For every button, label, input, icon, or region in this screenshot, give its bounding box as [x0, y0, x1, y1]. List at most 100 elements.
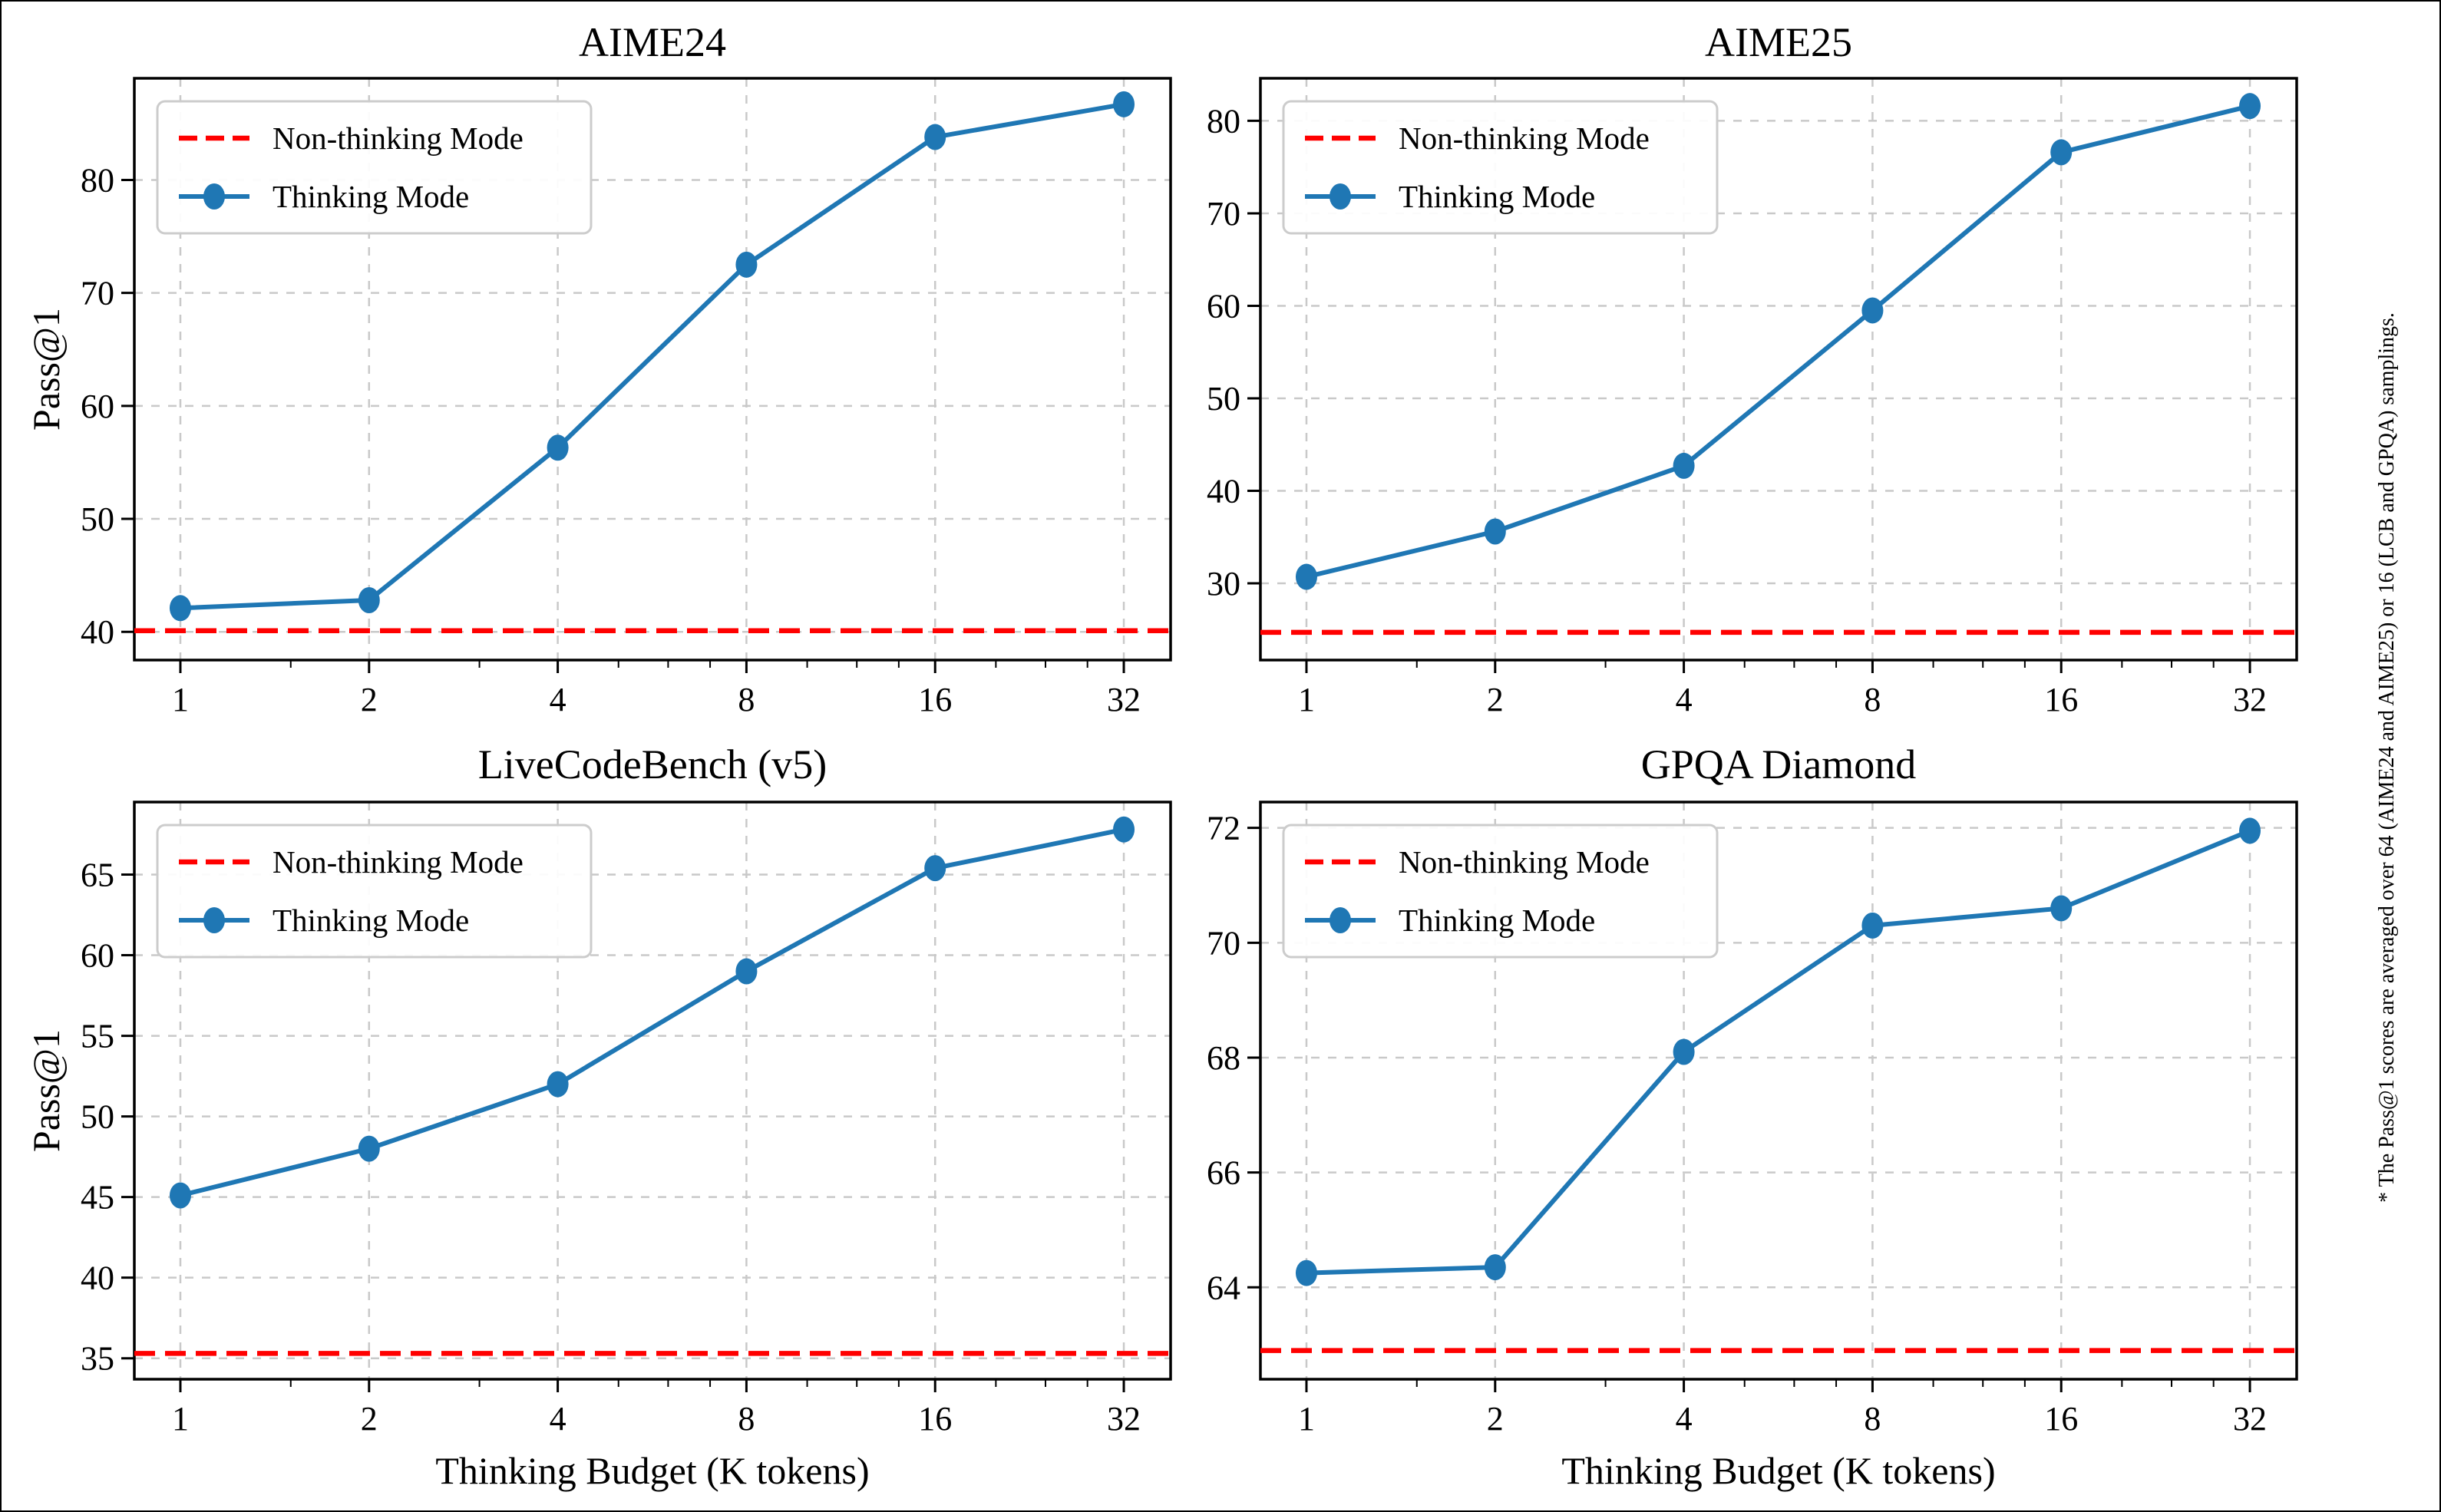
- data-point-marker: [169, 595, 191, 622]
- y-axis-label-top: Pass@1: [25, 308, 68, 431]
- x-tick-label: 2: [1487, 681, 1504, 718]
- legend-label-non-thinking: Non-thinking Mode: [1399, 844, 1650, 880]
- x-tick-label: 32: [1107, 681, 1141, 718]
- data-point-marker: [1861, 297, 1884, 324]
- y-tick-label: 50: [1207, 380, 1240, 418]
- y-tick-label: 45: [81, 1179, 114, 1217]
- y-tick-label: 50: [81, 1098, 114, 1136]
- data-point-marker: [2239, 817, 2261, 844]
- legend-thinking-marker-icon: [1330, 183, 1351, 210]
- y-tick-label: 64: [1207, 1269, 1240, 1306]
- data-point-marker: [924, 855, 946, 882]
- legend-thinking-marker-icon: [1330, 907, 1351, 933]
- data-point-marker: [1484, 518, 1506, 545]
- x-tick-label: 8: [738, 681, 755, 718]
- y-tick-label: 72: [1207, 810, 1240, 847]
- plot-border: [133, 77, 1172, 662]
- x-tick-label: 1: [1298, 1400, 1315, 1438]
- legend-thinking-marker-icon: [203, 907, 225, 933]
- y-tick-label: 50: [81, 500, 114, 538]
- x-tick-label: 2: [361, 1400, 378, 1438]
- x-tick-label: 1: [1298, 681, 1315, 718]
- y-tick-label: 70: [1207, 195, 1240, 233]
- data-point-marker: [1113, 91, 1135, 117]
- plot-border: [1259, 77, 2298, 662]
- x-tick-label: 8: [1864, 681, 1881, 718]
- x-axis-label-right: Thinking Budget (K tokens): [1561, 1449, 1996, 1492]
- data-point-marker: [1673, 452, 1695, 479]
- footnote-text: * The Pass@1 scores are averaged over 64…: [2375, 312, 2399, 1203]
- thinking-line: [1303, 828, 2253, 1276]
- x-tick-label: 32: [1107, 1400, 1141, 1438]
- x-tick-label: 2: [361, 681, 378, 718]
- thinking-line: [1303, 104, 2253, 579]
- y-tick-label: 40: [81, 613, 114, 651]
- data-point-marker: [735, 958, 758, 985]
- y-tick-label: 40: [81, 1259, 114, 1297]
- chart-title-gpqa: GPQA Diamond: [1640, 741, 1917, 787]
- y-tick-label: 80: [81, 161, 114, 199]
- x-tick-label: 8: [738, 1400, 755, 1438]
- thinking-line: [177, 101, 1127, 611]
- y-tick-label: 60: [81, 937, 114, 975]
- x-tick-label: 16: [2044, 1400, 2078, 1438]
- data-point-marker: [735, 251, 758, 278]
- data-point-marker: [2050, 895, 2073, 922]
- legend-label-thinking: Thinking Mode: [273, 903, 469, 938]
- y-tick-label: 35: [81, 1340, 114, 1378]
- chart-0: 1 2 4 8 16 32 40 50 60 70 80 Non-thinking Mode Think…: [81, 77, 1172, 718]
- data-point-marker: [2050, 139, 2073, 166]
- legend-label-non-thinking: Non-thinking Mode: [273, 120, 524, 156]
- data-point-marker: [547, 434, 569, 461]
- y-tick-label: 68: [1207, 1039, 1240, 1077]
- chart-title-livecodebench: LiveCodeBench (v5): [477, 741, 827, 787]
- data-point-marker: [169, 1182, 191, 1209]
- data-point-marker: [1113, 816, 1135, 843]
- data-point-marker: [1861, 912, 1884, 939]
- plot-border: [133, 801, 1172, 1381]
- y-tick-label: 40: [1207, 472, 1240, 510]
- thinking-line: [177, 827, 1127, 1198]
- legend-label-thinking: Thinking Mode: [1399, 179, 1595, 214]
- data-point-marker: [1673, 1038, 1695, 1065]
- y-tick-label: 66: [1207, 1154, 1240, 1192]
- y-tick-label: 30: [1207, 565, 1240, 602]
- legend-label-thinking: Thinking Mode: [1399, 903, 1595, 938]
- y-tick-label: 60: [81, 388, 114, 425]
- data-point-marker: [1295, 563, 1317, 590]
- legend-label-non-thinking: Non-thinking Mode: [1399, 120, 1650, 156]
- plot-border: [1259, 801, 2298, 1381]
- y-tick-label: 80: [1207, 102, 1240, 140]
- legend-box: [156, 100, 593, 235]
- y-tick-label: 60: [1207, 287, 1240, 325]
- x-tick-label: 16: [918, 681, 952, 718]
- x-tick-label: 2: [1487, 1400, 1504, 1438]
- x-tick-label: 4: [550, 681, 566, 718]
- chart-3: 1 2 4 8 16 32 64 66 68 70 72 Non-thinking Mode Think…: [1207, 801, 2298, 1438]
- x-tick-label: 4: [1676, 1400, 1693, 1438]
- x-tick-label: 32: [2233, 1400, 2267, 1438]
- x-tick-label: 1: [172, 1400, 189, 1438]
- legend-box: [1282, 824, 1719, 959]
- x-tick-label: 4: [550, 1400, 566, 1438]
- x-tick-label: 1: [172, 681, 189, 718]
- y-tick-label: 55: [81, 1018, 114, 1055]
- x-tick-label: 16: [2044, 681, 2078, 718]
- data-point-marker: [358, 586, 380, 613]
- data-point-marker: [358, 1135, 380, 1162]
- data-point-marker: [924, 124, 946, 150]
- legend-label-non-thinking: Non-thinking Mode: [273, 844, 524, 880]
- y-tick-label: 70: [81, 275, 114, 312]
- chart-title-aime25: AIME25: [1705, 19, 1852, 65]
- data-point-marker: [1295, 1259, 1317, 1286]
- legend-box: [156, 824, 593, 959]
- chart-title-aime24: AIME24: [579, 19, 726, 65]
- legend-box: [1282, 100, 1719, 235]
- data-point-marker: [2239, 93, 2261, 120]
- x-tick-label: 32: [2233, 681, 2267, 718]
- data-point-marker: [1484, 1254, 1506, 1281]
- x-tick-label: 16: [918, 1400, 952, 1438]
- legend-label-thinking: Thinking Mode: [273, 179, 469, 214]
